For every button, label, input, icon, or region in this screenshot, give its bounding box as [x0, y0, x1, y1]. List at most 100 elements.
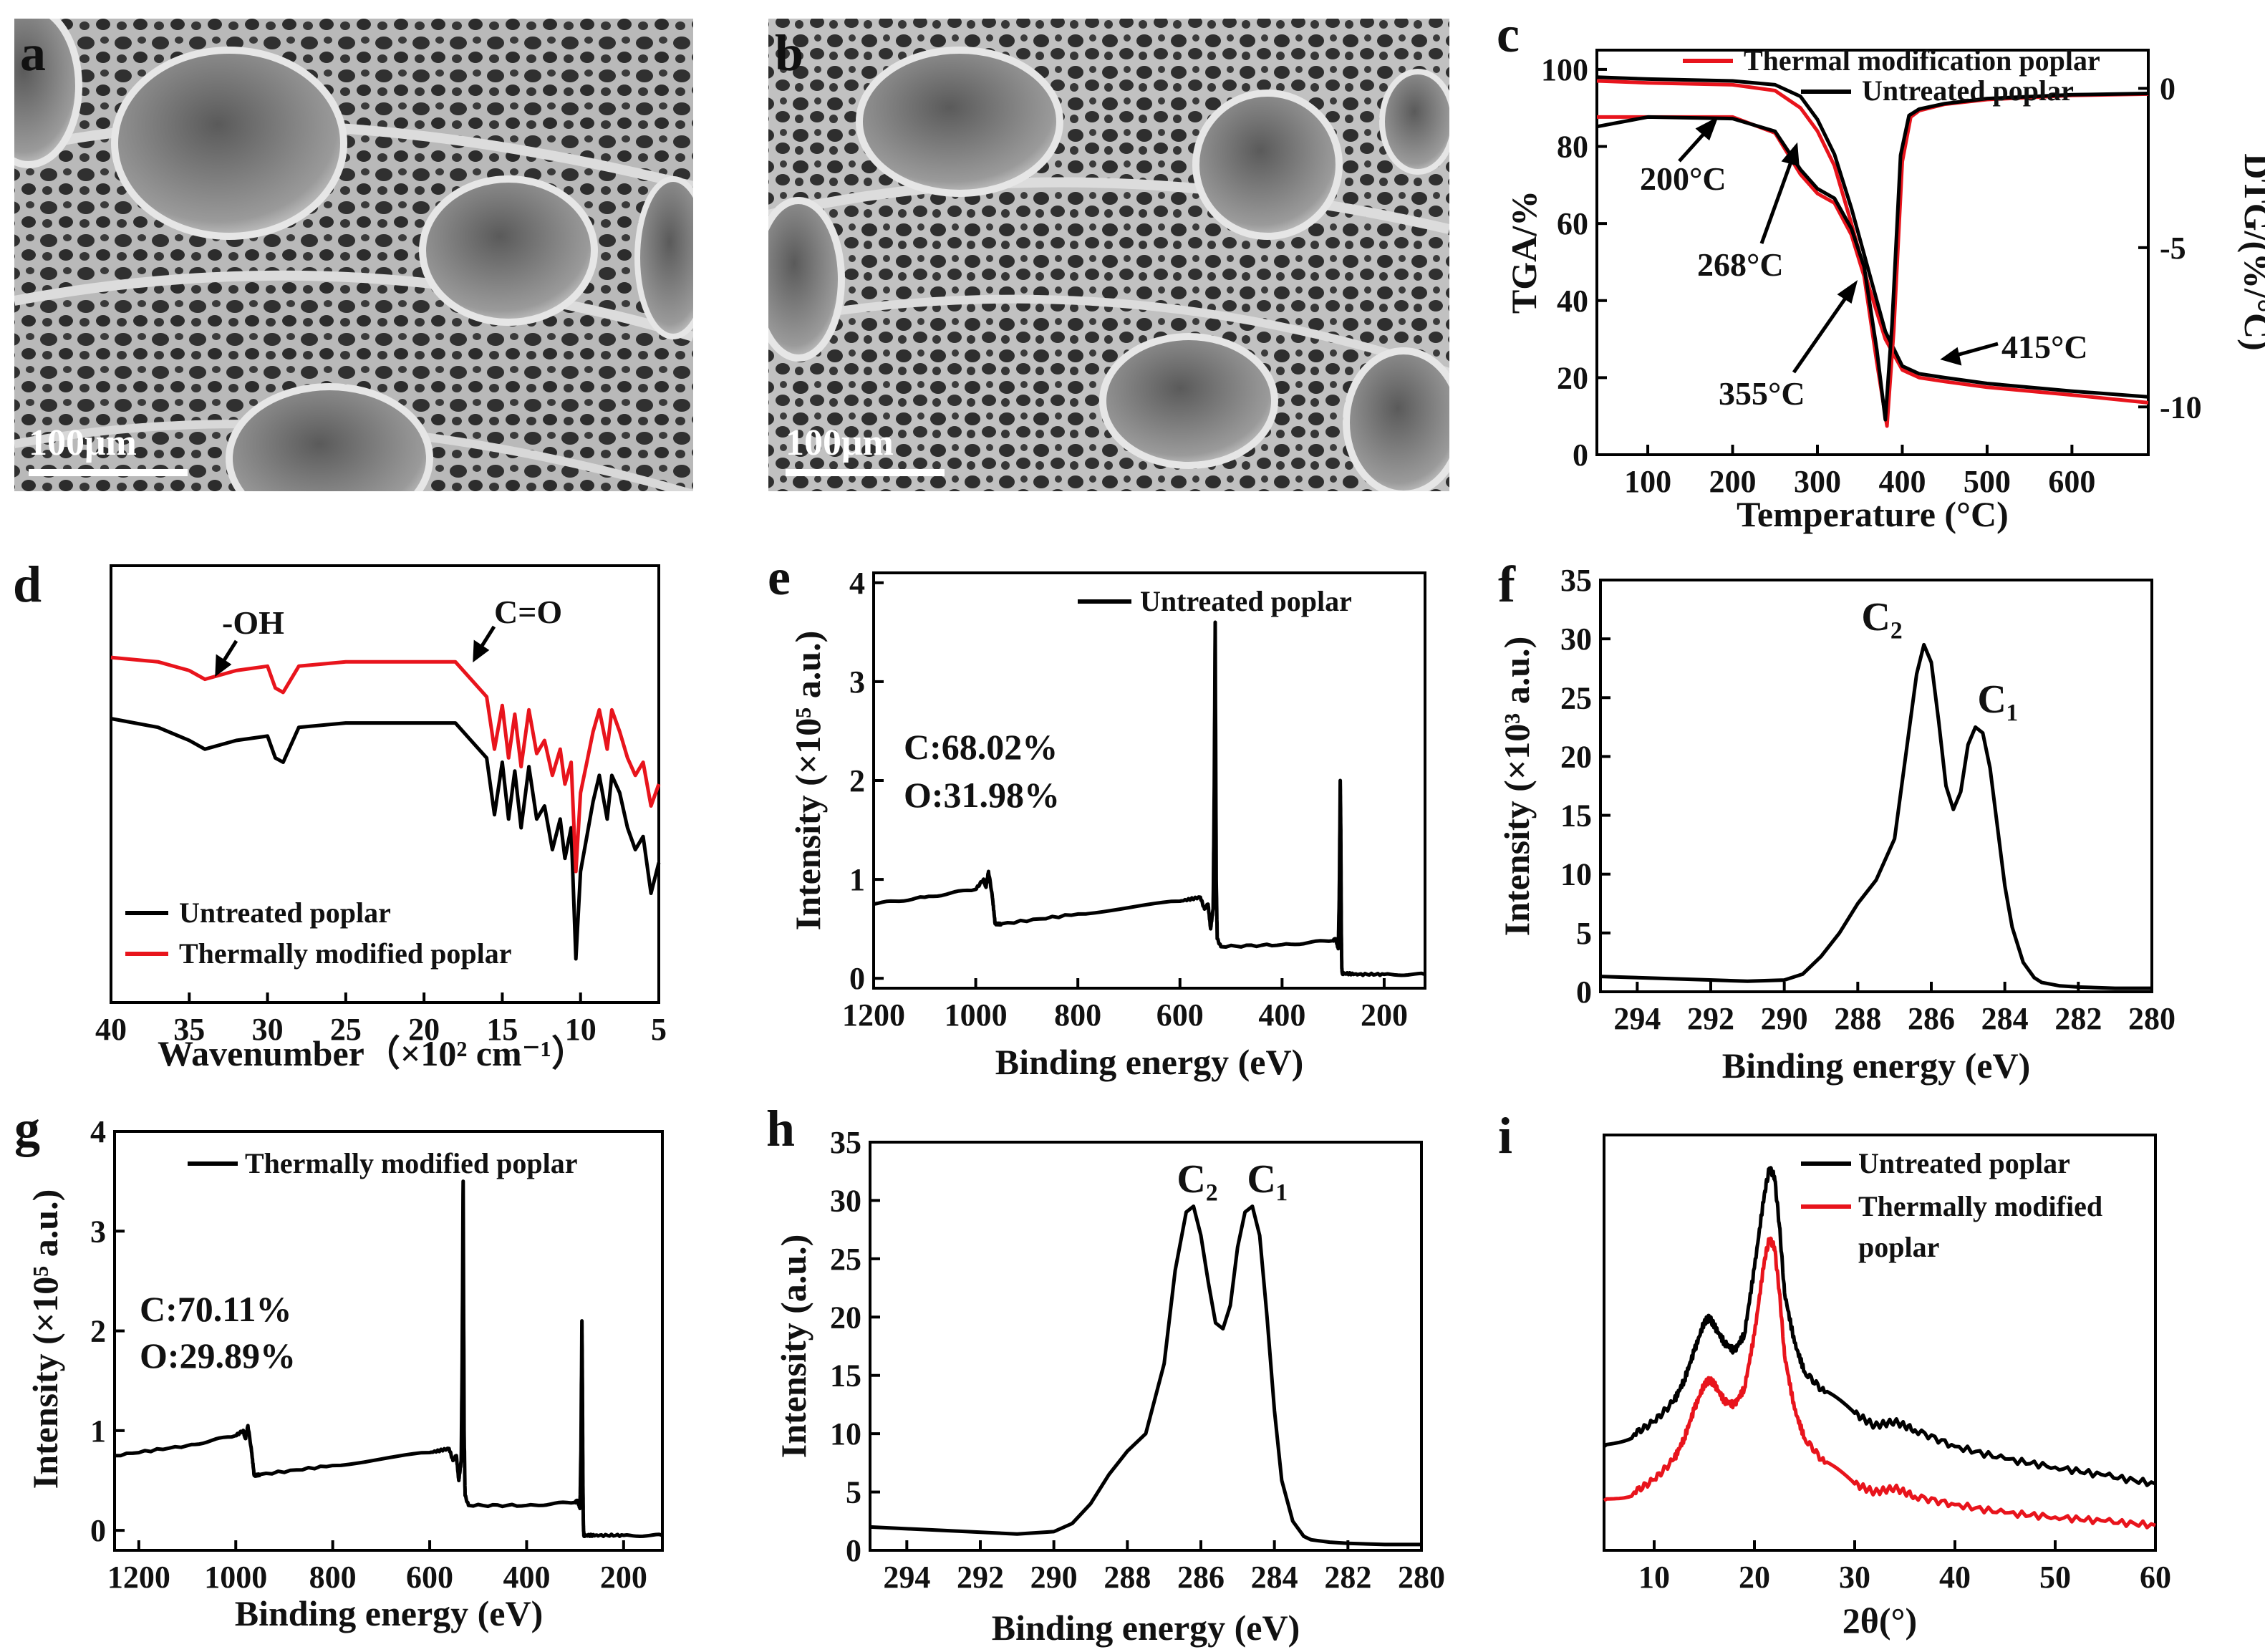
y-tick-label-f: 35	[1560, 563, 1592, 598]
x-tick-label-e: 400	[1258, 998, 1305, 1033]
x-tick-label-e: 1000	[945, 998, 1008, 1033]
y-tick-label-c: 60	[1557, 206, 1588, 241]
series-line-e-0	[873, 620, 1426, 977]
series-line-c-1	[1596, 75, 2149, 399]
y-tick-label-e: 2	[849, 763, 865, 798]
panel-letter-b: b	[775, 24, 803, 82]
x-tick-label-d: 40	[95, 1012, 127, 1047]
y-tick-label-e: 4	[849, 566, 865, 601]
panel-letter-g: g	[14, 1100, 40, 1157]
y-tick-label-c: 20	[1557, 360, 1588, 395]
x-tick-label-h: 290	[1030, 1560, 1078, 1595]
sem-image-a	[14, 19, 693, 491]
y-tick-label-f: 30	[1560, 622, 1592, 657]
y-axis-title-h: Intensity (a.u.)	[773, 1235, 813, 1459]
y-tick-label-c: 40	[1557, 284, 1588, 319]
x-tick-label-c: 500	[1964, 464, 2011, 499]
y-tick-label-h: 15	[830, 1358, 861, 1393]
x-tick-label-i: 30	[1839, 1560, 1870, 1595]
composition-e-c: C:68.02%	[904, 727, 1058, 767]
x-tick-label-f: 288	[1834, 1001, 1881, 1036]
ticks-group-g: 1200 1000 800 600 400 200 0 1 2 3 4	[90, 1114, 647, 1595]
y-axis-right-title-c: DTG/(%/°C)	[2237, 153, 2265, 351]
legend-label-d-black: Untreated poplar	[179, 897, 391, 929]
x-tick-label-f: 286	[1908, 1001, 1955, 1036]
x-axis-title-d: Wavenumber（×10² cm⁻¹）	[158, 1033, 587, 1073]
scale-label-b: 100μm	[786, 422, 894, 463]
x-tick-label-g: 200	[600, 1560, 647, 1595]
ticks-group-h: 294 292 290 288 286 284 282 280 0 5 10 15 20 25 30 35	[830, 1125, 1445, 1595]
x-tick-label-d: 15	[486, 1012, 518, 1047]
legend-label-g: Thermally modified poplar	[245, 1147, 577, 1179]
series-group-c	[1596, 75, 2149, 428]
annotation-d-oh: -OH	[222, 604, 284, 641]
y-tick-label-e: 0	[849, 961, 865, 996]
chart-f: 294 292 290 288 286 284 282 280 0 5 10 15 20 25 30 35 B…	[1497, 563, 2175, 1086]
x-axis-title-f: Binding energy (eV)	[1722, 1045, 2031, 1086]
series-line-d-0	[110, 717, 661, 961]
series-line-g-0	[114, 1179, 663, 1538]
series-line-i-0	[1603, 1166, 2156, 1487]
annotation-d-co: C=O	[494, 594, 562, 630]
ticks-group-i: 10 20 30 40 50 60	[1638, 1540, 2171, 1595]
y-tick-label-g: 4	[90, 1114, 106, 1149]
plot-frame-c	[1595, 49, 2150, 456]
x-tick-label-h: 288	[1103, 1560, 1151, 1595]
x-tick-label-i: 50	[2039, 1560, 2071, 1595]
y-tick-label-g: 3	[90, 1214, 106, 1249]
peak-label-f-c2: C₂	[1861, 595, 1902, 639]
plot-frame-i	[1603, 1134, 2157, 1552]
x-tick-label-e: 800	[1054, 998, 1101, 1033]
chart-c: 100 200 300 400 500 600 0 20 40 60 80 100 0 -5 -10 Tem…	[1504, 44, 2265, 534]
series-group-f	[1600, 642, 2152, 990]
series-group-h	[869, 1204, 1421, 1547]
panel-letter-i: i	[1498, 1107, 1512, 1164]
y-axis-title-e: Intensity (×10⁵ a.u.)	[788, 631, 828, 931]
series-group-e	[873, 620, 1426, 977]
x-tick-label-d: 20	[408, 1012, 440, 1047]
x-axis-title-h: Binding energy (eV)	[992, 1608, 1300, 1648]
y-tick-label-g: 2	[90, 1314, 106, 1349]
chart-i: 10 20 30 40 50 60 2θ(°) Untreated poplar Ther…	[1603, 1134, 2171, 1641]
x-tick-label-d: 35	[173, 1012, 205, 1047]
y-tick-label-f: 20	[1560, 739, 1592, 774]
series-group-d	[110, 655, 661, 961]
x-tick-label-e: 200	[1361, 998, 1408, 1033]
panel-letter-a: a	[20, 24, 46, 82]
y-tick-label-c: 0	[1573, 438, 1588, 473]
legend-label-c-black: Untreated poplar	[1862, 74, 2074, 107]
y-axis-title-f: Intensity (×10³ a.u.)	[1497, 637, 1537, 937]
annotation-arrows-d	[215, 625, 496, 677]
y-axis-title-c: TGA/%	[1504, 190, 1544, 314]
series-line-i-1	[1603, 1236, 2156, 1530]
x-tick-label-i: 10	[1638, 1560, 1670, 1595]
x-tick-label-c: 400	[1878, 464, 1926, 499]
y-tick-label-e: 1	[849, 862, 865, 897]
ticks-group-c: 100 200 300 400 500 600 0 20 40 60 80 100 0 -5 -10	[1541, 52, 2202, 499]
annotation-c-415: 415°C	[2001, 329, 2088, 365]
x-tick-label-h: 282	[1324, 1560, 1371, 1595]
sem-image-b	[768, 19, 1449, 491]
x-tick-label-c: 200	[1709, 464, 1757, 499]
x-axis-title-c: Temperature (°C)	[1737, 494, 2009, 534]
panel-letter-h: h	[766, 1100, 795, 1157]
annotation-c-355: 355°C	[1719, 375, 1805, 412]
panel-b: b 100μm	[768, 19, 1449, 491]
y-tick-label-f: 0	[1576, 975, 1592, 1010]
x-tick-label-f: 282	[2054, 1001, 2102, 1036]
y-tick-label-h: 5	[846, 1475, 861, 1510]
plot-frame-f	[1599, 579, 2153, 993]
composition-g-c: C:70.11%	[140, 1289, 292, 1329]
plot-frame-g	[113, 1130, 664, 1552]
y-tick-label-c: -5	[2160, 231, 2186, 266]
x-tick-label-h: 292	[957, 1560, 1004, 1595]
x-tick-label-g: 1000	[204, 1560, 267, 1595]
panel-letter-e: e	[768, 549, 791, 606]
y-tick-label-c: 0	[2160, 71, 2175, 106]
y-tick-label-f: 5	[1576, 916, 1592, 951]
x-tick-label-c: 300	[1794, 464, 1841, 499]
x-tick-label-d: 10	[565, 1012, 597, 1047]
series-line-c-2	[1597, 92, 2149, 428]
ticks-group-d: 40 35 30 25 20 15 10 5	[95, 992, 667, 1047]
